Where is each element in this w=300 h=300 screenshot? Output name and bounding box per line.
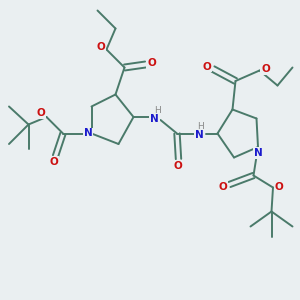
Text: O: O bbox=[218, 182, 227, 192]
Text: H: H bbox=[198, 122, 204, 131]
Text: O: O bbox=[37, 108, 46, 118]
Text: O: O bbox=[50, 157, 58, 167]
Text: O: O bbox=[261, 64, 270, 74]
Text: N: N bbox=[254, 148, 263, 158]
Text: N: N bbox=[83, 128, 92, 139]
Text: O: O bbox=[202, 61, 211, 72]
Text: H: H bbox=[154, 106, 161, 115]
Text: O: O bbox=[147, 58, 156, 68]
Text: N: N bbox=[195, 130, 204, 140]
Text: O: O bbox=[173, 160, 182, 171]
Text: N: N bbox=[150, 113, 159, 124]
Text: O: O bbox=[96, 41, 105, 52]
Text: O: O bbox=[274, 182, 284, 193]
